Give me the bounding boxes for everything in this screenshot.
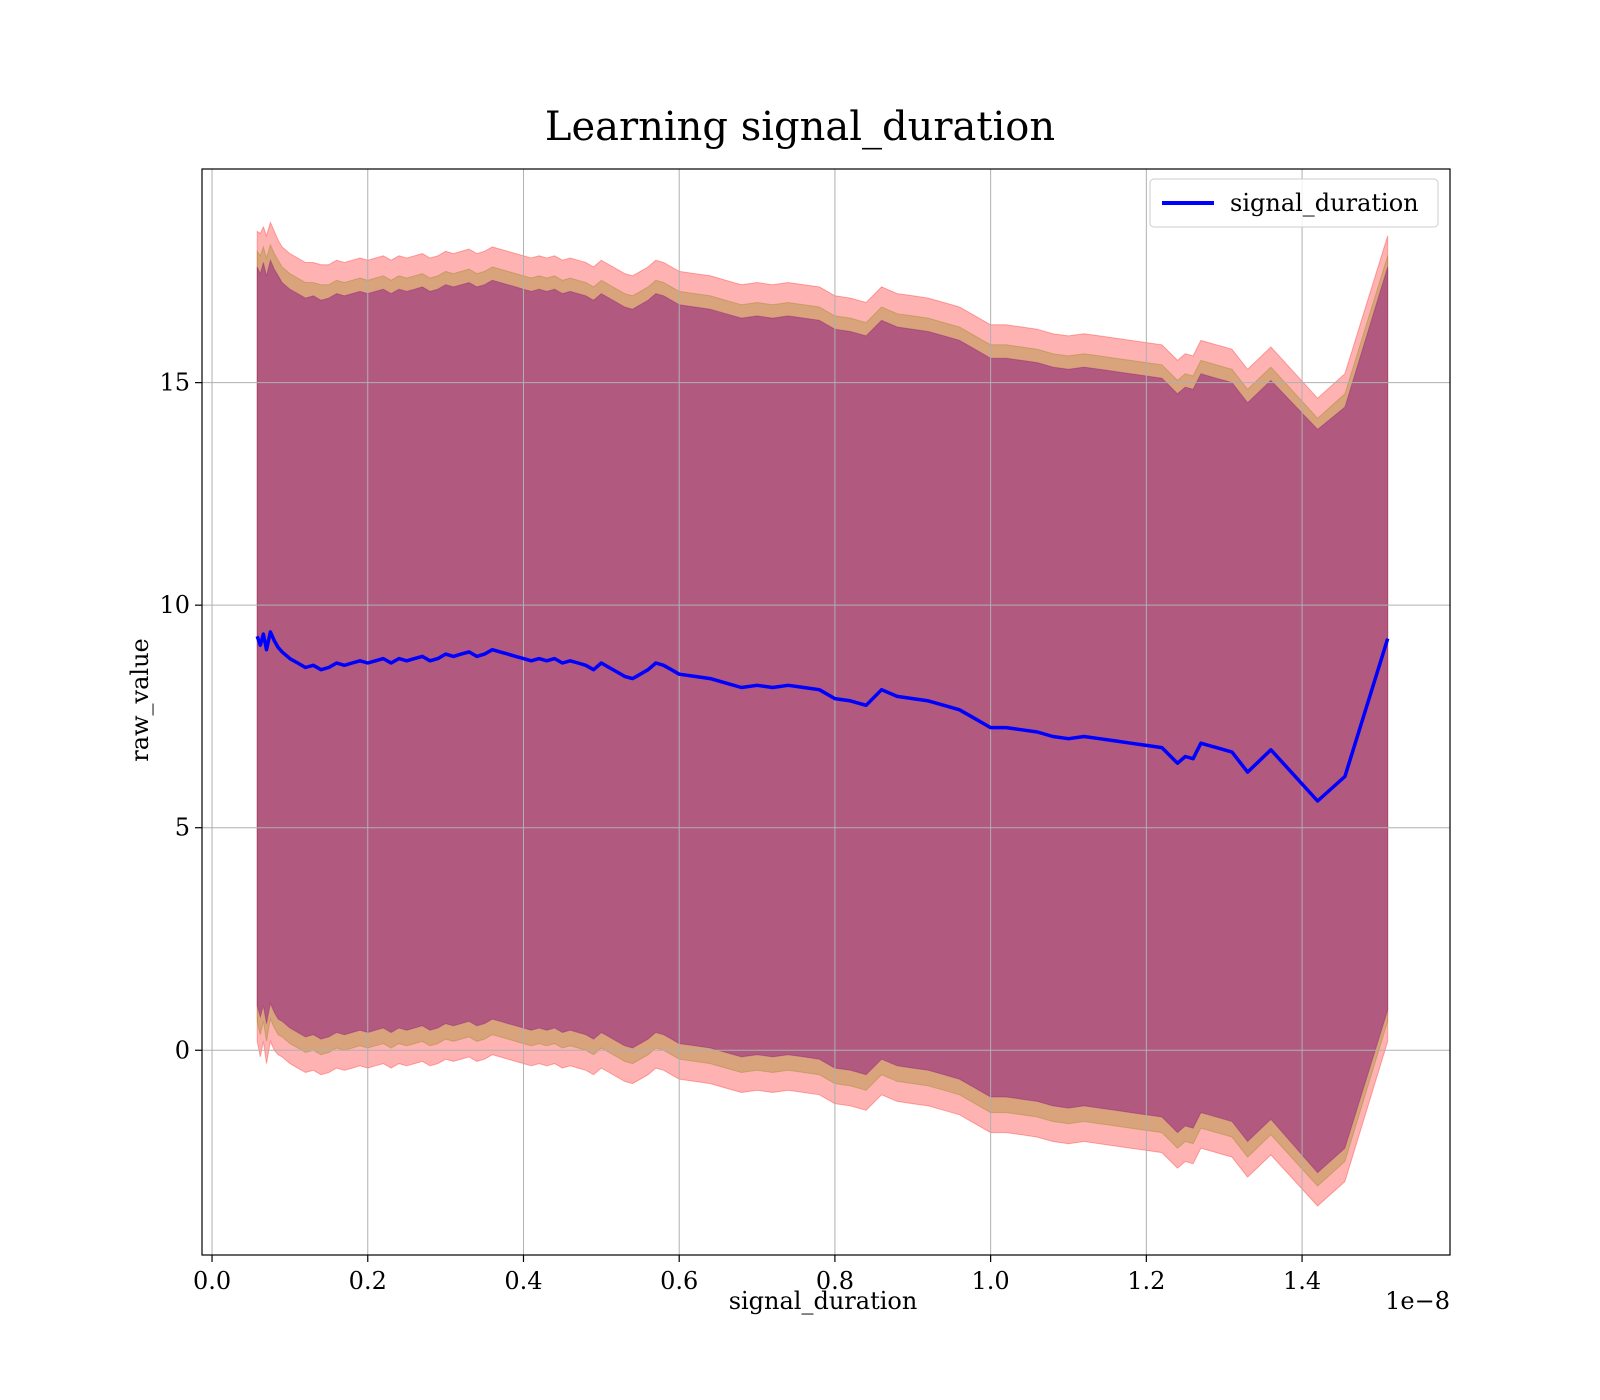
x-tick-label: 0.2 (349, 1267, 387, 1295)
x-tick-label: 1.4 (1283, 1267, 1321, 1295)
y-axis-label: raw_value (126, 638, 154, 762)
gridlines (202, 169, 1450, 1255)
x-tick-label: 1.2 (1127, 1267, 1165, 1295)
legend: signal_duration (1149, 178, 1439, 228)
plot-area (201, 168, 1451, 1256)
x-tick-label: 0.0 (193, 1267, 231, 1295)
x-tick-label: 1.0 (972, 1267, 1010, 1295)
x-tick-label: 0.6 (660, 1267, 698, 1295)
band-outer_band (256, 220, 1389, 1207)
plot-frame (201, 168, 1451, 1256)
series-lines (255, 630, 1390, 803)
x-axis-offset-label: 1e−8 (1385, 1287, 1450, 1315)
x-tick-label: 0.4 (504, 1267, 542, 1295)
x-tick-label: 0.8 (816, 1267, 854, 1295)
band-inner_band (256, 258, 1389, 1174)
legend-label: signal_duration (1230, 189, 1419, 217)
confidence-bands (256, 220, 1389, 1207)
series-line (255, 630, 1390, 803)
legend-box (1149, 178, 1439, 228)
y-tick-label: 15 (159, 369, 190, 397)
chart-title: Learning signal_duration (545, 104, 1055, 150)
plot-background (202, 169, 1450, 1255)
y-tick-label: 0 (175, 1036, 190, 1064)
y-tick-label: 5 (175, 814, 190, 842)
x-axis-ticks: 0.0 0.2 0.4 0.6 0.8 1.0 1.2 1.4 (193, 1255, 1321, 1295)
y-tick-label: 10 (159, 591, 190, 619)
x-axis-label: signal_duration (729, 1287, 918, 1315)
y-axis-ticks: 0 5 10 15 (159, 369, 202, 1064)
band-mid_band (256, 243, 1389, 1187)
